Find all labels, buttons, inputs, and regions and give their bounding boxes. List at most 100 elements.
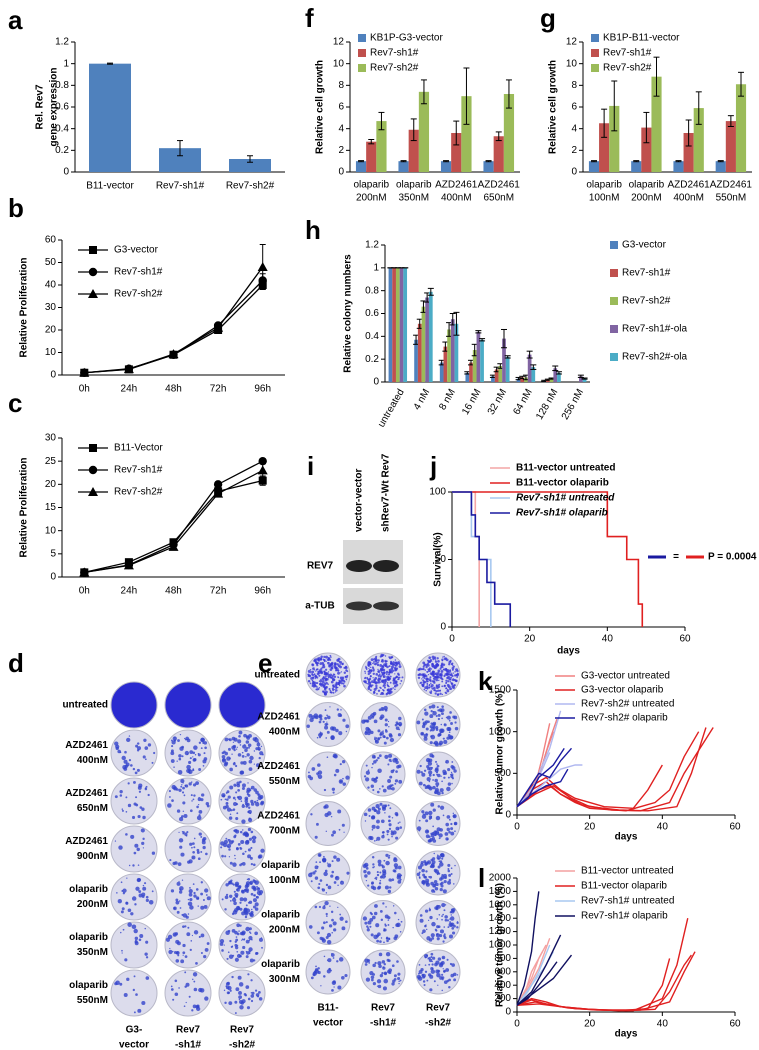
row-label: REV7 — [307, 561, 334, 572]
colony — [174, 992, 179, 997]
colony — [337, 985, 342, 990]
colony — [240, 840, 245, 845]
colony — [197, 857, 201, 861]
bar — [472, 350, 477, 382]
colony — [203, 905, 208, 909]
colony — [398, 728, 400, 731]
colony — [444, 691, 447, 694]
bar — [582, 378, 587, 382]
colony — [127, 922, 132, 927]
colony — [377, 729, 381, 733]
colony — [398, 980, 400, 983]
colony — [132, 864, 135, 867]
colony — [248, 947, 253, 952]
colony — [441, 918, 443, 921]
colony — [378, 754, 382, 758]
colony — [439, 788, 444, 793]
colony — [372, 668, 375, 670]
colony — [371, 824, 376, 829]
colony — [325, 681, 328, 685]
marker — [79, 567, 90, 577]
colony — [379, 887, 381, 889]
colony — [388, 733, 393, 737]
colony — [327, 863, 332, 868]
colony — [451, 678, 455, 682]
colony — [428, 956, 431, 960]
colony — [230, 879, 233, 882]
colony — [230, 945, 233, 949]
colony — [324, 869, 328, 873]
colony — [323, 673, 326, 676]
colony — [446, 689, 450, 693]
colony — [178, 788, 182, 792]
colony — [367, 670, 370, 673]
colony — [376, 985, 379, 987]
colony — [183, 1005, 186, 1008]
x-tick-label: 200nM — [631, 193, 662, 204]
plate — [164, 969, 212, 1017]
colony — [423, 860, 427, 864]
colony — [125, 811, 128, 813]
colony — [451, 926, 455, 930]
colony — [323, 692, 327, 696]
colony — [390, 880, 392, 882]
colony — [321, 666, 324, 669]
colony — [435, 685, 438, 688]
legend-label: Rev7-sh2# — [370, 63, 419, 74]
colony — [453, 924, 456, 928]
colony — [309, 776, 314, 781]
y-tick-label: 400 — [494, 980, 511, 991]
series-line — [516, 954, 692, 1012]
bar — [418, 91, 430, 172]
colony — [227, 991, 231, 994]
x-tick-label: AZD2461 — [478, 180, 521, 191]
colony — [368, 962, 371, 964]
colony — [254, 907, 259, 911]
colony — [206, 896, 211, 901]
x-tick-label: 72h — [210, 586, 227, 597]
legend-swatch — [591, 49, 599, 57]
colony — [332, 753, 338, 758]
colony — [318, 905, 322, 909]
bar — [599, 123, 610, 172]
colony — [330, 953, 335, 957]
colony — [368, 815, 371, 817]
colony — [442, 737, 445, 740]
colony — [422, 681, 426, 684]
colony — [433, 686, 436, 690]
plate — [164, 921, 212, 969]
colony — [330, 735, 335, 740]
colony — [324, 677, 327, 680]
y-tick-label: 1600 — [489, 899, 512, 910]
colony — [428, 684, 431, 687]
colony — [335, 686, 338, 690]
colony — [449, 680, 452, 683]
colony — [249, 812, 252, 815]
colony — [323, 655, 326, 659]
colony — [200, 747, 203, 750]
colony — [393, 678, 396, 681]
colony — [382, 966, 385, 968]
colony — [384, 804, 388, 808]
colony — [426, 680, 429, 683]
colony — [364, 820, 367, 822]
y-tick-label: 0.4 — [55, 123, 69, 134]
colony — [394, 723, 398, 727]
colony — [312, 871, 316, 875]
colony — [420, 731, 425, 736]
colony — [434, 659, 437, 661]
colony — [314, 905, 318, 909]
colony — [314, 677, 316, 680]
colony — [235, 946, 239, 950]
colony — [429, 875, 433, 879]
colony — [178, 987, 180, 989]
colony — [125, 833, 128, 836]
colony — [378, 863, 382, 867]
colony — [172, 736, 177, 741]
colony — [434, 660, 438, 663]
colony — [441, 680, 444, 683]
y-tick-label: 8 — [571, 80, 577, 91]
colony — [143, 738, 147, 742]
colony — [437, 733, 441, 737]
y-tick-label: 25 — [45, 456, 57, 467]
